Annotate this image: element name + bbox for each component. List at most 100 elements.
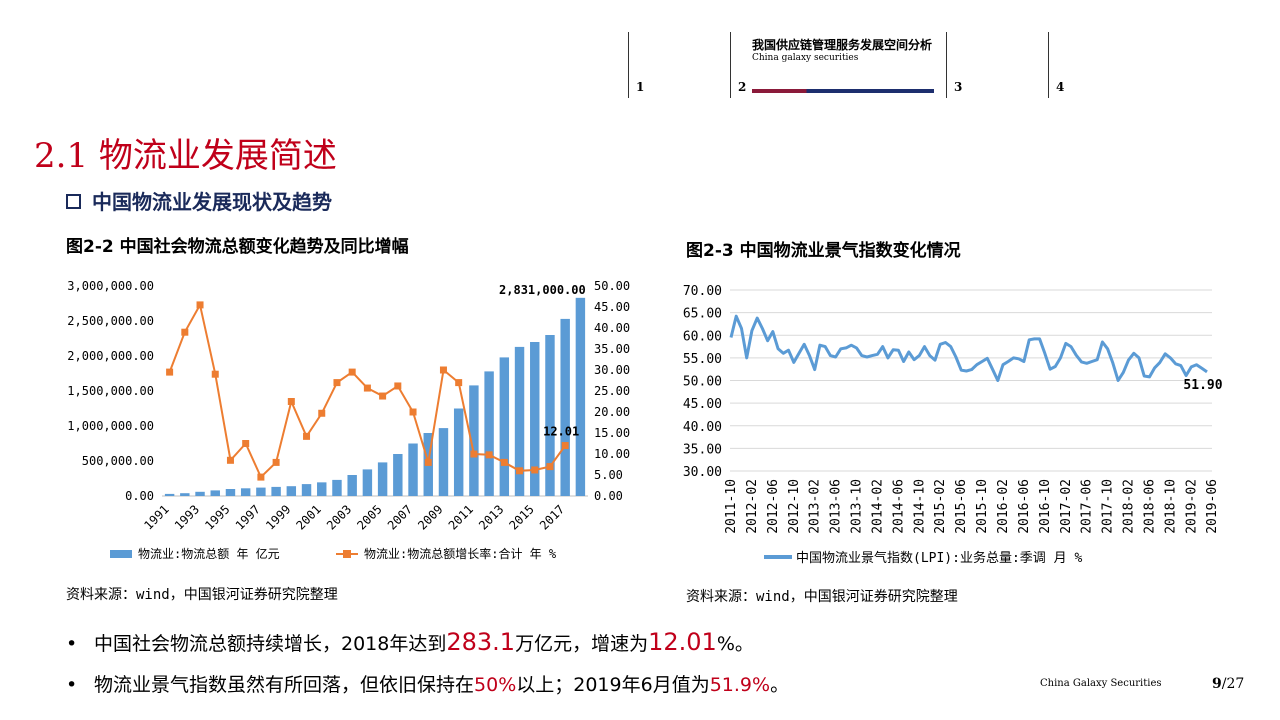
x-tick-label: 2007 (385, 502, 415, 532)
section-bullet-icon (66, 194, 81, 209)
x-tick-label: 2001 (294, 502, 324, 532)
bar (408, 443, 418, 496)
y-tick-label: 50.00 (683, 375, 722, 390)
bar (393, 454, 403, 496)
line-point (531, 466, 539, 474)
bar (271, 486, 281, 496)
y-left-tick-label: 1,000,000.00 (67, 419, 154, 433)
y-right-tick-label: 40.00 (594, 321, 630, 335)
y-left-tick-label: 500,000.00 (82, 454, 154, 468)
x-tick-label: 1993 (172, 502, 202, 532)
x-tick-label: 2017 (537, 502, 567, 532)
legend-bar-label: 物流业:物流总额 年 亿元 (138, 546, 280, 561)
x-tick-label: 2015-06 (954, 479, 969, 534)
y-right-tick-label: 15.00 (594, 426, 630, 440)
line-point (424, 458, 432, 466)
bullet-2-value-2: 51.9% (709, 674, 771, 696)
y-left-tick-label: 1,500,000.00 (67, 384, 154, 398)
y-tick-label: 60.00 (683, 329, 722, 344)
bar-last-label: 2,831,000.00 (499, 283, 586, 297)
y-tick-label: 65.00 (683, 307, 722, 322)
x-tick-label: 1997 (233, 502, 263, 532)
line-point (379, 392, 387, 400)
y-tick-label: 40.00 (683, 420, 722, 435)
bar (332, 479, 342, 496)
bullet-1-value-1: 283.1 (446, 628, 516, 656)
fig1-title: 图2-2 中国社会物流总额变化趋势及同比增幅 (66, 237, 409, 257)
line-point (394, 382, 402, 390)
line-point (257, 473, 265, 481)
bullet-dot-icon: • (66, 674, 78, 696)
x-tick-label: 2012-02 (745, 479, 760, 534)
line-point (455, 379, 463, 387)
nav-item-2[interactable]: 2 (738, 80, 747, 94)
y-right-tick-label: 35.00 (594, 342, 630, 356)
x-tick-label: 2018-02 (1122, 479, 1137, 534)
line-point (318, 409, 326, 417)
bar (484, 371, 494, 496)
nav-divider (730, 32, 731, 98)
line-point (561, 442, 569, 450)
page-current: 9 (1212, 676, 1222, 692)
bullet-2: • 物流业景气指数虽然有所回落，但依旧保持在50%以上；2019年6月值为51.9… (66, 670, 789, 697)
section-title: 中国物流业发展现状及趋势 (92, 190, 332, 214)
x-tick-label: 2017-06 (1080, 479, 1095, 534)
x-tick-label: 2011-10 (724, 479, 739, 534)
bar (514, 346, 525, 496)
x-tick-label: 2013-06 (829, 479, 844, 534)
nav-item-3[interactable]: 3 (954, 80, 963, 94)
line-point (242, 440, 250, 447)
y-tick-label: 45.00 (683, 397, 722, 412)
nav-active-subtitle: China galaxy securities (752, 53, 859, 63)
y-left-tick-label: 2,500,000.00 (67, 314, 154, 328)
x-tick-label: 2019-06 (1205, 479, 1220, 534)
nav-item-4[interactable]: 4 (1056, 80, 1065, 94)
bar (438, 428, 449, 496)
bar (210, 490, 220, 496)
y-tick-label: 35.00 (683, 442, 722, 457)
x-tick-label: 2012-06 (766, 479, 781, 534)
line-point (439, 366, 447, 374)
y-right-tick-label: 25.00 (594, 384, 630, 398)
bullet-1-value-2: 12.01 (648, 628, 717, 656)
line-point (272, 458, 280, 466)
nav-active-title: 我国供应链管理服务发展空间分析 (752, 38, 933, 52)
bar (164, 493, 175, 496)
bar (256, 487, 266, 496)
bullet-1-pre: 中国社会物流总额持续增长，2018年达到 (94, 633, 447, 655)
line-point (470, 450, 478, 458)
line-point (409, 408, 417, 416)
bar (453, 408, 464, 496)
line-point (363, 384, 371, 392)
lpi-last-label: 51.90 (1183, 378, 1222, 393)
y-left-tick-label: 0.00 (125, 489, 154, 503)
x-tick-label: 2015-10 (975, 479, 990, 534)
bullet-2-post: 。 (770, 674, 790, 696)
bar (499, 357, 510, 496)
line-last-label: 12.01 (543, 425, 579, 439)
bar (575, 297, 586, 496)
fig1-source: 资料来源：wind，中国银河证券研究院整理 (66, 587, 338, 603)
y-tick-label: 30.00 (683, 465, 722, 480)
x-tick-label: 2009 (415, 502, 445, 532)
x-tick-label: 2011 (446, 502, 476, 532)
legend-line-label: 物流业:物流总额增长率:合计 年 % (364, 546, 557, 561)
x-tick-label: 2003 (324, 502, 354, 532)
bar (545, 335, 555, 496)
line-point (226, 456, 234, 464)
fig2-source: 资料来源：wind，中国银河证券研究院整理 (686, 589, 958, 605)
bullet-1-mid: 万亿元，增速为 (515, 633, 649, 655)
line-point (181, 328, 189, 336)
nav-item-1[interactable]: 1 (636, 80, 645, 94)
y-left-tick-label: 3,000,000.00 (67, 279, 154, 293)
y-right-tick-label: 50.00 (594, 279, 630, 293)
x-tick-label: 2016-10 (1038, 479, 1053, 534)
footer-brand: China Galaxy Securities (1040, 678, 1162, 689)
y-left-tick-label: 2,000,000.00 (67, 349, 154, 363)
bullet-2-mid: 以上；2019年6月值为 (516, 674, 710, 696)
x-tick-label: 2015-02 (933, 479, 948, 534)
line-point (196, 301, 204, 309)
line-point (485, 451, 493, 459)
x-tick-label: 2018-10 (1163, 479, 1178, 534)
bullet-2-pre: 物流业景气指数虽然有所回落，但依旧保持在 (94, 674, 475, 696)
